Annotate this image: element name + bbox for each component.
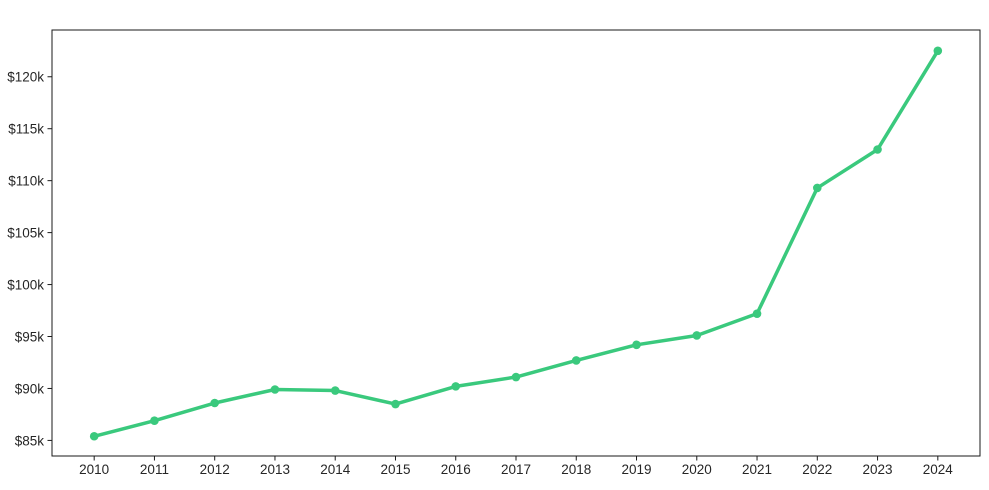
x-tick-label: 2022 — [802, 462, 832, 477]
x-tick-label: 2017 — [501, 462, 531, 477]
data-point-marker — [692, 331, 702, 340]
y-tick-label: $100k — [7, 277, 44, 292]
y-tick-label: $115k — [8, 122, 44, 137]
y-tick-label: $95k — [15, 329, 45, 344]
data-point-marker — [150, 416, 159, 425]
data-point-marker — [632, 340, 641, 350]
axes-frame — [51, 29, 981, 457]
y-tick-label: $110k — [8, 174, 44, 189]
x-tick-label: 2012 — [200, 462, 230, 477]
y-tick-label: $120k — [7, 70, 44, 85]
x-tick-label: 2023 — [863, 462, 893, 477]
y-tick-label: $90k — [15, 381, 45, 396]
x-tick-label: 2016 — [441, 462, 471, 477]
x-tick-label: 2020 — [682, 462, 712, 477]
x-tick-label: 2015 — [380, 462, 410, 477]
data-point-marker — [451, 382, 461, 391]
x-tick-label: 2018 — [561, 462, 591, 477]
data-point-marker — [933, 46, 943, 56]
y-tick-label: $105k — [7, 225, 44, 240]
data-point-marker — [391, 399, 400, 409]
x-tick-label: 2013 — [260, 462, 290, 477]
data-point-marker — [873, 145, 882, 154]
data-point-marker — [89, 431, 99, 441]
data-point-marker — [571, 356, 581, 365]
x-tick-label: 2014 — [320, 462, 351, 477]
x-tick-label: 2021 — [742, 462, 772, 477]
data-point-marker — [210, 398, 220, 408]
x-tick-label: 2010 — [79, 462, 109, 477]
data-point-marker — [511, 372, 521, 382]
data-point-marker — [752, 309, 762, 318]
y-tick-label: $85k — [15, 433, 45, 448]
data-point-marker — [812, 183, 822, 193]
x-tick-label: 2011 — [140, 462, 169, 477]
x-tick-label: 2019 — [621, 462, 651, 477]
data-point-marker — [270, 385, 280, 394]
data-point-marker — [330, 386, 340, 395]
x-tick-label: 2024 — [923, 462, 954, 477]
